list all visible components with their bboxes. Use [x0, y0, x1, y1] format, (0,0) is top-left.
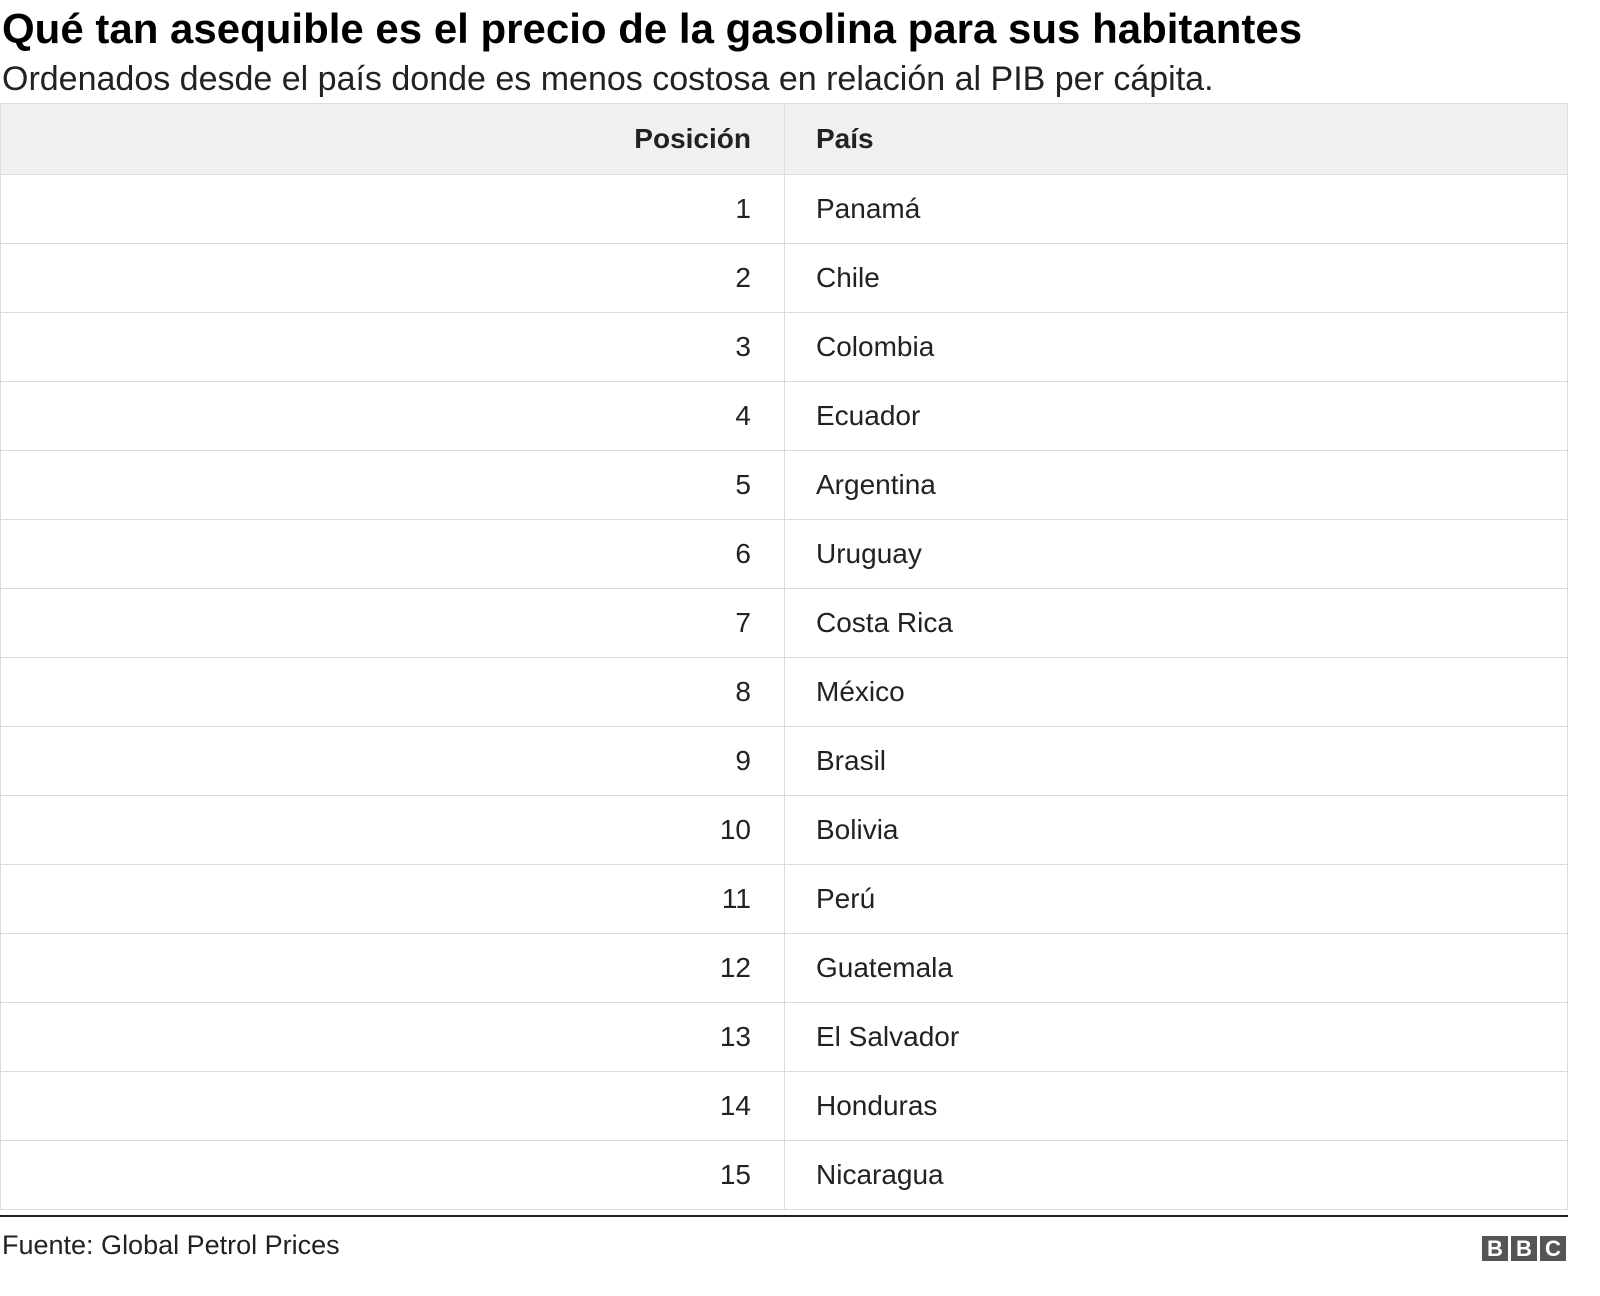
table-row: 8 México: [0, 657, 1568, 727]
table-row: 14 Honduras: [0, 1071, 1568, 1141]
title: Qué tan asequible es el precio de la gas…: [2, 5, 1303, 52]
position-cell: 9: [0, 726, 785, 796]
position-cell: 8: [0, 657, 785, 727]
logo-letter: C: [1540, 1236, 1566, 1261]
table-row: 5 Argentina: [0, 450, 1568, 520]
position-cell: 15: [0, 1140, 785, 1210]
logo-letter: B: [1511, 1236, 1537, 1261]
country-cell: México: [784, 657, 1568, 727]
country-cell: Guatemala: [784, 933, 1568, 1003]
table-row: 9 Brasil: [0, 726, 1568, 796]
footer-rule: [0, 1215, 1568, 1217]
country-cell: Nicaragua: [784, 1140, 1568, 1210]
position-cell: 6: [0, 519, 785, 589]
country-cell: Chile: [784, 243, 1568, 313]
logo-letter: B: [1482, 1236, 1508, 1261]
table-body: 1 Panamá 2 Chile 3 Colombia 4 Ecuador 5 Argentina…: [0, 174, 1568, 1210]
position-cell: 4: [0, 381, 785, 451]
table-row: 2 Chile: [0, 243, 1568, 313]
table-row: 10 Bolivia: [0, 795, 1568, 865]
country-cell: Honduras: [784, 1071, 1568, 1141]
column-header: País: [784, 103, 1568, 175]
header-row: Posición País: [0, 103, 1568, 175]
country-cell: Ecuador: [784, 381, 1568, 451]
table-row: 12 Guatemala: [0, 933, 1568, 1003]
country-cell: Uruguay: [784, 519, 1568, 589]
country-cell: Brasil: [784, 726, 1568, 796]
country-cell: Costa Rica: [784, 588, 1568, 658]
table-header: Posición País: [0, 103, 1568, 175]
position-cell: 2: [0, 243, 785, 313]
country-cell: Colombia: [784, 312, 1568, 382]
table-row: 3 Colombia: [0, 312, 1568, 382]
subtitle: Ordenados desde el país donde es menos c…: [2, 60, 1214, 98]
country-cell: Perú: [784, 864, 1568, 934]
position-cell: 14: [0, 1071, 785, 1141]
position-cell: 11: [0, 864, 785, 934]
source: Fuente: Global Petrol Prices: [2, 1230, 340, 1260]
table: Posición País 1 Panamá 2 Chile 3 Colombia 4 Ecu…: [0, 103, 1568, 1210]
table-row: 13 El Salvador: [0, 1002, 1568, 1072]
logo: B B C: [1482, 1236, 1566, 1261]
country-cell: Argentina: [784, 450, 1568, 520]
position-cell: 3: [0, 312, 785, 382]
table-row: 4 Ecuador: [0, 381, 1568, 451]
table-row: 11 Perú: [0, 864, 1568, 934]
table-row: 15 Nicaragua: [0, 1140, 1568, 1210]
position-cell: 10: [0, 795, 785, 865]
position-cell: 5: [0, 450, 785, 520]
column-header: Posición: [0, 103, 785, 175]
country-cell: Bolivia: [784, 795, 1568, 865]
country-cell: Panamá: [784, 174, 1568, 244]
position-cell: 13: [0, 1002, 785, 1072]
position-cell: 7: [0, 588, 785, 658]
table-row: 1 Panamá: [0, 174, 1568, 244]
country-cell: El Salvador: [784, 1002, 1568, 1072]
position-cell: 1: [0, 174, 785, 244]
table-row: 7 Costa Rica: [0, 588, 1568, 658]
position-cell: 12: [0, 933, 785, 1003]
table-row: 6 Uruguay: [0, 519, 1568, 589]
